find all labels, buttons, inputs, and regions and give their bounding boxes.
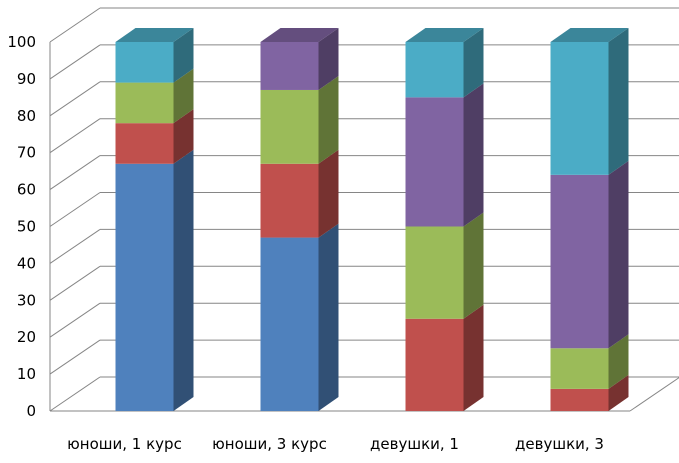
- bar-segment: [405, 83, 484, 227]
- y-tick-label: 90: [17, 70, 36, 88]
- gridline-depth: [49, 44, 101, 80]
- bar-segment-front: [115, 42, 174, 83]
- y-axis-ticks: 0 10 20 30 40 50 60 70 80 90 100: [7, 33, 36, 420]
- bar-segment-side: [608, 160, 629, 349]
- bar-segment-side: [463, 28, 484, 98]
- bar-segment: [260, 223, 339, 411]
- bar-segment: [260, 28, 339, 90]
- bar-segment: [405, 28, 484, 98]
- y-tick-label: 100: [7, 33, 36, 51]
- bar-segment-side: [173, 149, 194, 411]
- bar-segment-side: [318, 75, 339, 164]
- bar-segment-side: [318, 28, 339, 90]
- bar-segment: [115, 28, 194, 83]
- bar-segment-front: [115, 123, 174, 164]
- gridline-depth: [49, 376, 101, 412]
- gridline-depth: [49, 155, 101, 191]
- bar-top-face: [115, 28, 194, 42]
- x-tick-label: девушки, 1: [370, 435, 459, 453]
- bar-segment-front: [115, 163, 174, 411]
- bar-segment-front: [260, 237, 319, 411]
- y-tick-label: 60: [17, 181, 36, 199]
- gridline-depth: [49, 7, 101, 43]
- bar-segment-side: [173, 68, 194, 124]
- x-tick-label: девушки, 3: [515, 435, 604, 453]
- floor-side-edge: [629, 377, 679, 412]
- bar-segment-front: [260, 163, 319, 238]
- bar-segment-side: [463, 83, 484, 227]
- y-tick-label: 0: [26, 402, 36, 420]
- bar-top-face: [550, 28, 629, 42]
- gridline-depth: [49, 81, 101, 117]
- bar-segment-front: [550, 388, 609, 411]
- bar-segment: [115, 149, 194, 411]
- bar-segment: [260, 75, 339, 164]
- gridline-depth: [49, 302, 101, 338]
- bar-segment: [550, 374, 629, 411]
- bar-segment: [550, 334, 629, 389]
- x-tick-label: юноши, 3 курс: [212, 435, 327, 453]
- bar-layer: [115, 28, 629, 411]
- bar-segment-front: [550, 174, 609, 349]
- bar-segment-side: [608, 28, 629, 175]
- bar-segment-side: [318, 149, 339, 238]
- bar-segment-front: [405, 97, 464, 227]
- y-tick-label: 10: [17, 365, 36, 383]
- bar-segment-front: [405, 318, 464, 411]
- bar-segment: [405, 304, 484, 411]
- y-tick-label: 80: [17, 107, 36, 125]
- gridline-depth: [49, 192, 101, 227]
- bar-segment: [405, 212, 484, 319]
- y-tick-label: 50: [17, 218, 36, 236]
- bar-segment-side: [173, 28, 194, 83]
- bar-segment: [115, 68, 194, 124]
- gridline-depth: [49, 118, 101, 154]
- bar-segment: [115, 109, 194, 164]
- bar-segment-side: [608, 374, 629, 411]
- bar-segment-side: [463, 304, 484, 411]
- y-tick-label: 20: [17, 328, 36, 346]
- gridline-depth: [49, 339, 101, 375]
- y-tick-label: 40: [17, 254, 36, 272]
- bar-segment-side: [463, 212, 484, 319]
- gridline-depth: [49, 228, 101, 264]
- bar-segment: [550, 28, 629, 175]
- bar-segment-front: [550, 42, 609, 175]
- bar-segment-front: [260, 89, 319, 164]
- bar-segment-front: [550, 348, 609, 389]
- bar-segment-side: [318, 223, 339, 411]
- y-tick-label: 70: [17, 144, 36, 162]
- bar-top-face: [405, 28, 484, 42]
- bar-segment: [260, 149, 339, 238]
- x-axis-ticks: юноши, 1 курс юноши, 3 курс девушки, 1 деву…: [67, 435, 604, 453]
- bar-segment-side: [608, 334, 629, 389]
- bar-top-face: [260, 28, 339, 42]
- bar-segment-front: [260, 42, 319, 90]
- bar-segment-front: [115, 82, 174, 124]
- bar-segment: [550, 160, 629, 349]
- y-tick-label: 30: [17, 291, 36, 309]
- bar-segment-side: [173, 109, 194, 164]
- x-tick-label: юноши, 1 курс: [67, 435, 182, 453]
- gridline-depth: [49, 265, 101, 301]
- bar-segment-front: [405, 226, 464, 319]
- bar-segment-front: [405, 42, 464, 98]
